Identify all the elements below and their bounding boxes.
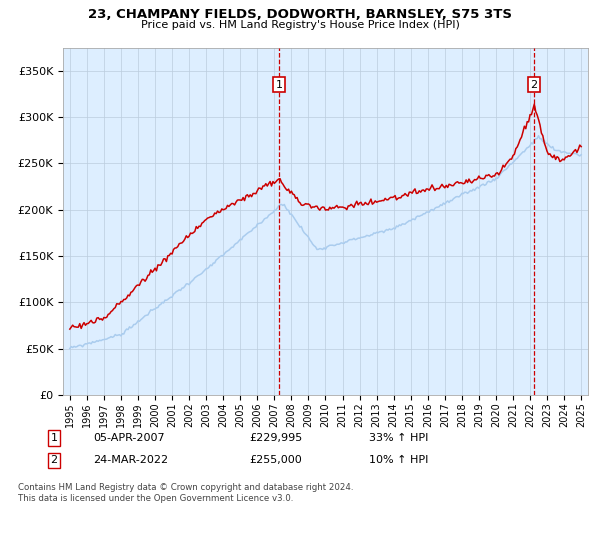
Text: Price paid vs. HM Land Registry's House Price Index (HPI): Price paid vs. HM Land Registry's House … xyxy=(140,20,460,30)
Text: 33% ↑ HPI: 33% ↑ HPI xyxy=(369,433,428,443)
Text: 23, CHAMPANY FIELDS, DODWORTH, BARNSLEY, S75 3TS: 23, CHAMPANY FIELDS, DODWORTH, BARNSLEY,… xyxy=(88,8,512,21)
Text: 05-APR-2007: 05-APR-2007 xyxy=(93,433,164,443)
Text: 24-MAR-2022: 24-MAR-2022 xyxy=(93,455,168,465)
Text: £229,995: £229,995 xyxy=(249,433,302,443)
Text: 1: 1 xyxy=(50,433,58,443)
Text: 10% ↑ HPI: 10% ↑ HPI xyxy=(369,455,428,465)
Text: Contains HM Land Registry data © Crown copyright and database right 2024.: Contains HM Land Registry data © Crown c… xyxy=(18,483,353,492)
Text: 2: 2 xyxy=(530,80,538,90)
Text: 2: 2 xyxy=(50,455,58,465)
Text: 1: 1 xyxy=(275,80,283,90)
Text: This data is licensed under the Open Government Licence v3.0.: This data is licensed under the Open Gov… xyxy=(18,494,293,503)
Text: £255,000: £255,000 xyxy=(249,455,302,465)
